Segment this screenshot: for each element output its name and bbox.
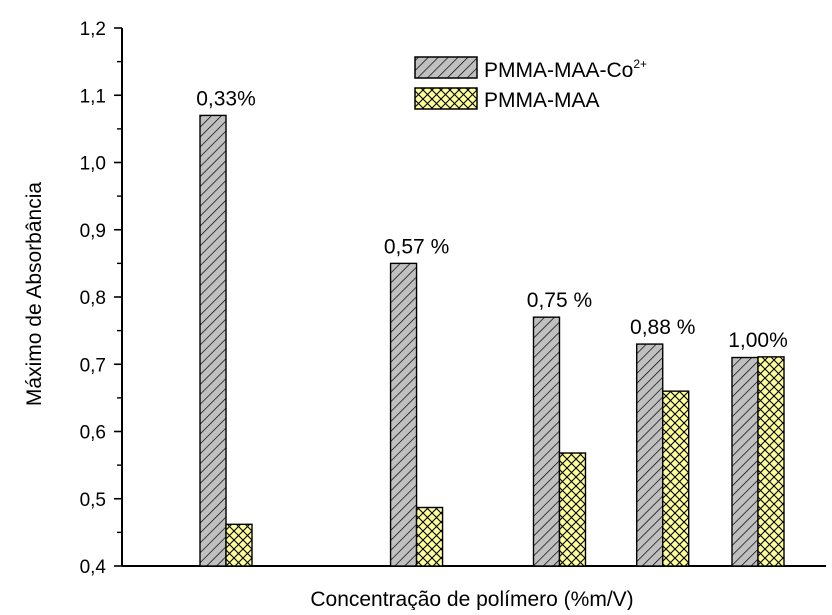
y-tick-label: 0,8	[80, 288, 106, 309]
bar-pmma-maa	[558, 452, 587, 567]
legend-label-pmma-maa-co: PMMA-MAA-Co2+	[484, 57, 647, 82]
bar-pmma-maa-co	[731, 356, 759, 567]
y-tick-label: 0,6	[80, 423, 106, 444]
bars	[199, 114, 785, 567]
bar-pmma-maa	[225, 523, 253, 567]
y-tick-label: 1,1	[80, 86, 106, 107]
bar-pmma-maa-co	[199, 114, 227, 567]
bar-pmma-maa-co	[389, 262, 418, 567]
bar-pmma-maa	[757, 356, 785, 567]
legend: PMMA-MAA-Co2+ PMMA-MAA	[414, 56, 647, 112]
y-tick-label: 0,9	[80, 221, 106, 242]
category-label: 1,00%	[728, 329, 788, 352]
y-tick-label: 1,2	[80, 19, 106, 40]
category-labels: 0,33% 0,57 % 0,75 % 0,88 % 1,00%	[196, 87, 788, 351]
bar-pmma-maa-co	[532, 316, 561, 567]
y-tick-label: 0,4	[80, 557, 107, 578]
y-tick-label: 0,5	[80, 490, 106, 511]
legend-swatch-pmma-maa-co	[414, 56, 478, 79]
bar-pmma-maa	[662, 390, 690, 567]
bar-pmma-maa-co	[636, 343, 664, 567]
legend-swatch-pmma-maa	[414, 87, 478, 110]
legend-label-pmma-maa: PMMA-MAA	[484, 89, 600, 112]
x-axis-title: Concentração de polímero (%m/V)	[310, 588, 633, 610]
category-label: 0,33%	[196, 87, 256, 110]
y-ticks: 0,4 0,5 0,6 0,7 0,8 0,9 1,0 1,1 1,2	[80, 19, 122, 578]
y-axis-title: Máximo de Absorbância	[23, 182, 46, 406]
category-label: 0,88 %	[630, 316, 695, 339]
y-tick-label: 1,0	[80, 154, 106, 175]
y-tick-label: 0,7	[80, 355, 106, 376]
category-label: 0,75 %	[527, 289, 592, 312]
category-label: 0,57 %	[384, 235, 449, 258]
bar-pmma-maa	[415, 506, 444, 567]
